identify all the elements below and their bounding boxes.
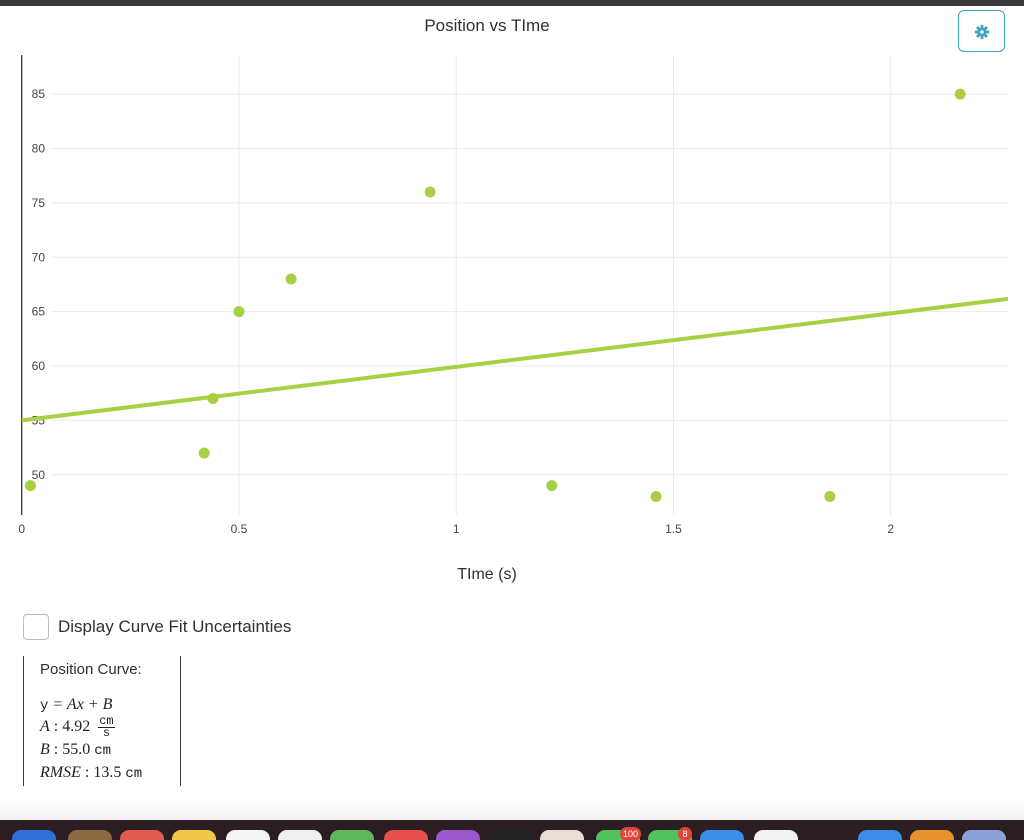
data-point <box>650 491 662 503</box>
app-dock-icon[interactable] <box>962 830 1006 840</box>
rmse-unit: cm <box>125 766 143 782</box>
rmse-value: : 13.5 <box>84 764 122 781</box>
param-b-name: B <box>40 741 50 758</box>
uncertainties-checkbox-label: Display Curve Fit Uncertainties <box>58 617 292 636</box>
x-tick-label: 0 <box>18 522 25 536</box>
finder-dock-icon[interactable] <box>12 830 56 840</box>
position-curve-panel: Position Curve: y = Ax + B A : 4.92 cm s… <box>23 656 181 786</box>
uncertainties-checkbox[interactable] <box>23 614 49 640</box>
data-point <box>233 306 245 318</box>
y-tick-label: 60 <box>32 359 46 373</box>
chart-series <box>21 88 1009 503</box>
app-dock-icon[interactable] <box>754 830 798 840</box>
y-tick-label: 85 <box>32 87 46 101</box>
param-a: A : 4.92 cm s <box>40 714 115 740</box>
facetime-badge: 8 <box>678 827 692 840</box>
podcasts-dock-icon[interactable] <box>436 830 480 840</box>
maps-dock-icon[interactable] <box>330 830 374 840</box>
app-dock-icon[interactable] <box>488 830 532 840</box>
y-tick-label: 70 <box>32 250 46 264</box>
macos-dock: 100 8 <box>0 820 1024 840</box>
curve-fit-uncertainties-toggle[interactable]: Display Curve Fit Uncertainties <box>23 613 291 641</box>
fit-line <box>21 296 1009 423</box>
data-point <box>424 186 436 198</box>
y-tick-label: 80 <box>32 142 46 156</box>
app-dock-icon[interactable] <box>700 830 744 840</box>
equation-lhs: y <box>40 698 49 714</box>
param-b-unit: cm <box>94 743 112 759</box>
chart-settings-button[interactable] <box>958 10 1005 52</box>
x-tick-label: 1.5 <box>665 522 682 536</box>
param-b-value: : 55.0 <box>53 741 91 758</box>
param-a-value: : 4.92 <box>53 718 91 736</box>
rmse-name: RMSE <box>40 764 81 781</box>
param-rmse: RMSE : 13.5 cm <box>40 764 142 782</box>
app-dock-icon[interactable] <box>278 830 322 840</box>
app-dock-icon[interactable] <box>910 830 954 840</box>
data-point <box>285 273 297 285</box>
x-tick-label: 0.5 <box>231 522 248 536</box>
y-tick-label: 65 <box>32 305 46 319</box>
data-point <box>824 491 836 503</box>
data-point <box>546 480 558 492</box>
data-point <box>954 88 966 100</box>
y-tick-label: 50 <box>32 468 46 482</box>
x-tick-label: 2 <box>887 522 894 536</box>
notes-dock-icon[interactable] <box>68 830 112 840</box>
param-a-unit: cm s <box>98 714 115 740</box>
equation-rhs: = Ax + B <box>52 696 113 713</box>
messages-badge: 100 <box>620 827 642 840</box>
data-point <box>198 447 210 459</box>
curve-panel-title: Position Curve: <box>40 661 142 678</box>
chart-title: Position vs TIme <box>424 16 550 35</box>
x-tick-label: 1 <box>453 522 460 536</box>
param-b: B : 55.0 cm <box>40 741 111 759</box>
app-dock-icon[interactable] <box>808 830 852 840</box>
chart-grid <box>52 55 1008 515</box>
data-point <box>207 393 219 405</box>
y-tick-label: 75 <box>32 196 46 210</box>
photos-dock-icon[interactable] <box>540 830 584 840</box>
x-axis-label: TIme (s) <box>457 566 517 583</box>
app-dock-icon[interactable] <box>226 830 270 840</box>
stickies-dock-icon[interactable] <box>172 830 216 840</box>
app-dock-icon[interactable] <box>858 830 902 840</box>
gear-icon <box>974 24 990 40</box>
param-a-unit-denominator: s <box>102 726 111 740</box>
messages-dock-icon[interactable] <box>596 830 640 840</box>
curve-equation: y = Ax + B <box>40 696 112 714</box>
calendar-dock-icon[interactable] <box>120 830 164 840</box>
param-a-name: A <box>40 718 50 736</box>
data-point <box>24 480 36 492</box>
app-dock-icon[interactable] <box>384 830 428 840</box>
facetime-dock-icon[interactable] <box>648 830 692 840</box>
param-a-unit-numerator: cm <box>98 714 115 728</box>
window-top-bar <box>0 0 1024 6</box>
